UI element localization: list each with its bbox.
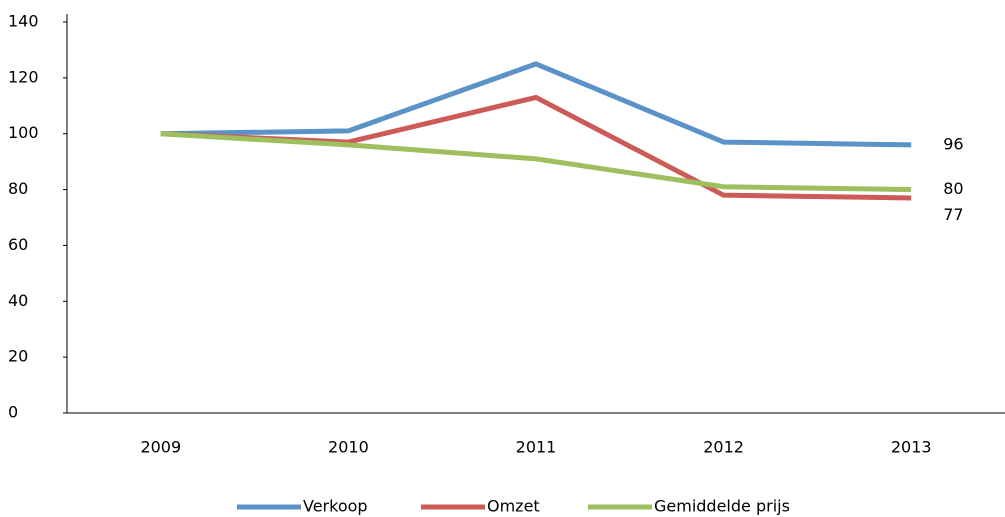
y-tick-label: 20 — [8, 347, 28, 366]
x-tick-label: 2013 — [891, 438, 932, 457]
data-label: 77 — [943, 205, 963, 224]
x-tick-label: 2012 — [703, 438, 744, 457]
data-label: 80 — [943, 179, 963, 198]
y-tick-label: 100 — [8, 123, 39, 142]
y-tick-label: 0 — [8, 403, 18, 422]
x-tick-label: 2011 — [516, 438, 557, 457]
legend-label: Omzet — [487, 497, 540, 516]
y-tick-label: 60 — [8, 235, 28, 254]
legend-label: Gemiddelde prijs — [654, 497, 790, 516]
line-series — [160, 94, 912, 201]
legend-label: Verkoop — [303, 497, 368, 516]
y-tick-label: 120 — [8, 67, 39, 86]
y-tick-label: 80 — [8, 179, 28, 198]
data-label: 96 — [943, 134, 963, 153]
line-series — [160, 131, 912, 193]
y-tick-label: 40 — [8, 291, 28, 310]
line-series — [160, 61, 912, 148]
x-tick-label: 2010 — [328, 438, 369, 457]
y-tick-label: 140 — [8, 12, 39, 31]
x-tick-label: 2009 — [140, 438, 181, 457]
